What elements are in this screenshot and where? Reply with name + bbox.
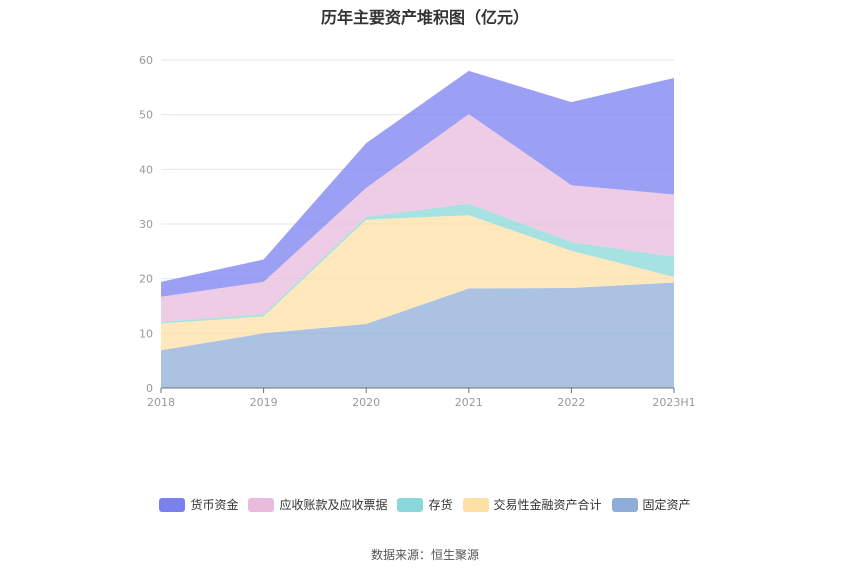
y-tick-label: 60 <box>139 54 153 67</box>
legend-swatch <box>248 497 275 512</box>
area-货币资金 <box>161 70 674 297</box>
legend-label: 交易性金融资产合计 <box>493 498 602 512</box>
area-series <box>161 70 674 388</box>
legend-label: 应收账款及应收票据 <box>279 498 388 512</box>
y-tick-label: 40 <box>139 163 153 176</box>
x-tick-label: 2022 <box>557 396 585 409</box>
y-tick-label: 30 <box>139 218 153 231</box>
y-tick-label: 0 <box>146 382 153 395</box>
x-tick-label: 2023H1 <box>652 396 695 409</box>
legend-item[interactable]: 固定资产 <box>611 496 691 513</box>
legend-swatch <box>159 497 186 512</box>
legend-item[interactable]: 存货 <box>397 496 453 513</box>
x-tick-label: 2019 <box>250 396 278 409</box>
legend-swatch <box>611 497 638 512</box>
axes: 0 10 20 30 40 50 60 2018 2019 2020 2021 2022 2023H1 <box>139 54 696 409</box>
legend-item[interactable]: 货币资金 <box>159 496 238 513</box>
x-tick-label: 2021 <box>455 396 483 409</box>
area-存货 <box>161 203 674 324</box>
legend-label: 存货 <box>428 498 453 512</box>
legend-label: 固定资产 <box>642 498 691 512</box>
y-tick-label: 10 <box>139 327 153 340</box>
area-固定资产 <box>161 282 674 388</box>
legend: 货币资金 应收账款及应收票据 存货 交易性金融资产合计 固定资产 <box>0 496 850 513</box>
x-tick-label: 2018 <box>147 396 175 409</box>
legend-swatch <box>397 497 424 512</box>
legend-label: 货币资金 <box>190 498 239 512</box>
data-source: 数据来源：恒生聚源 <box>370 548 479 562</box>
legend-item[interactable]: 交易性金融资产合计 <box>462 496 602 513</box>
area-应收账款及应收票据 <box>161 114 674 322</box>
chart-title: 历年主要资产堆积图（亿元） <box>320 8 529 27</box>
x-tick-label: 2020 <box>352 396 380 409</box>
stacked-area-chart: 0 10 20 30 40 50 60 2018 2019 2020 2021 2022 2023H1 <box>139 54 696 409</box>
y-tick-label: 50 <box>139 109 153 122</box>
legend-swatch <box>462 497 489 512</box>
area-交易性金融资产合计 <box>161 215 674 351</box>
legend-item[interactable]: 应收账款及应收票据 <box>248 496 387 513</box>
y-tick-label: 20 <box>139 273 153 286</box>
